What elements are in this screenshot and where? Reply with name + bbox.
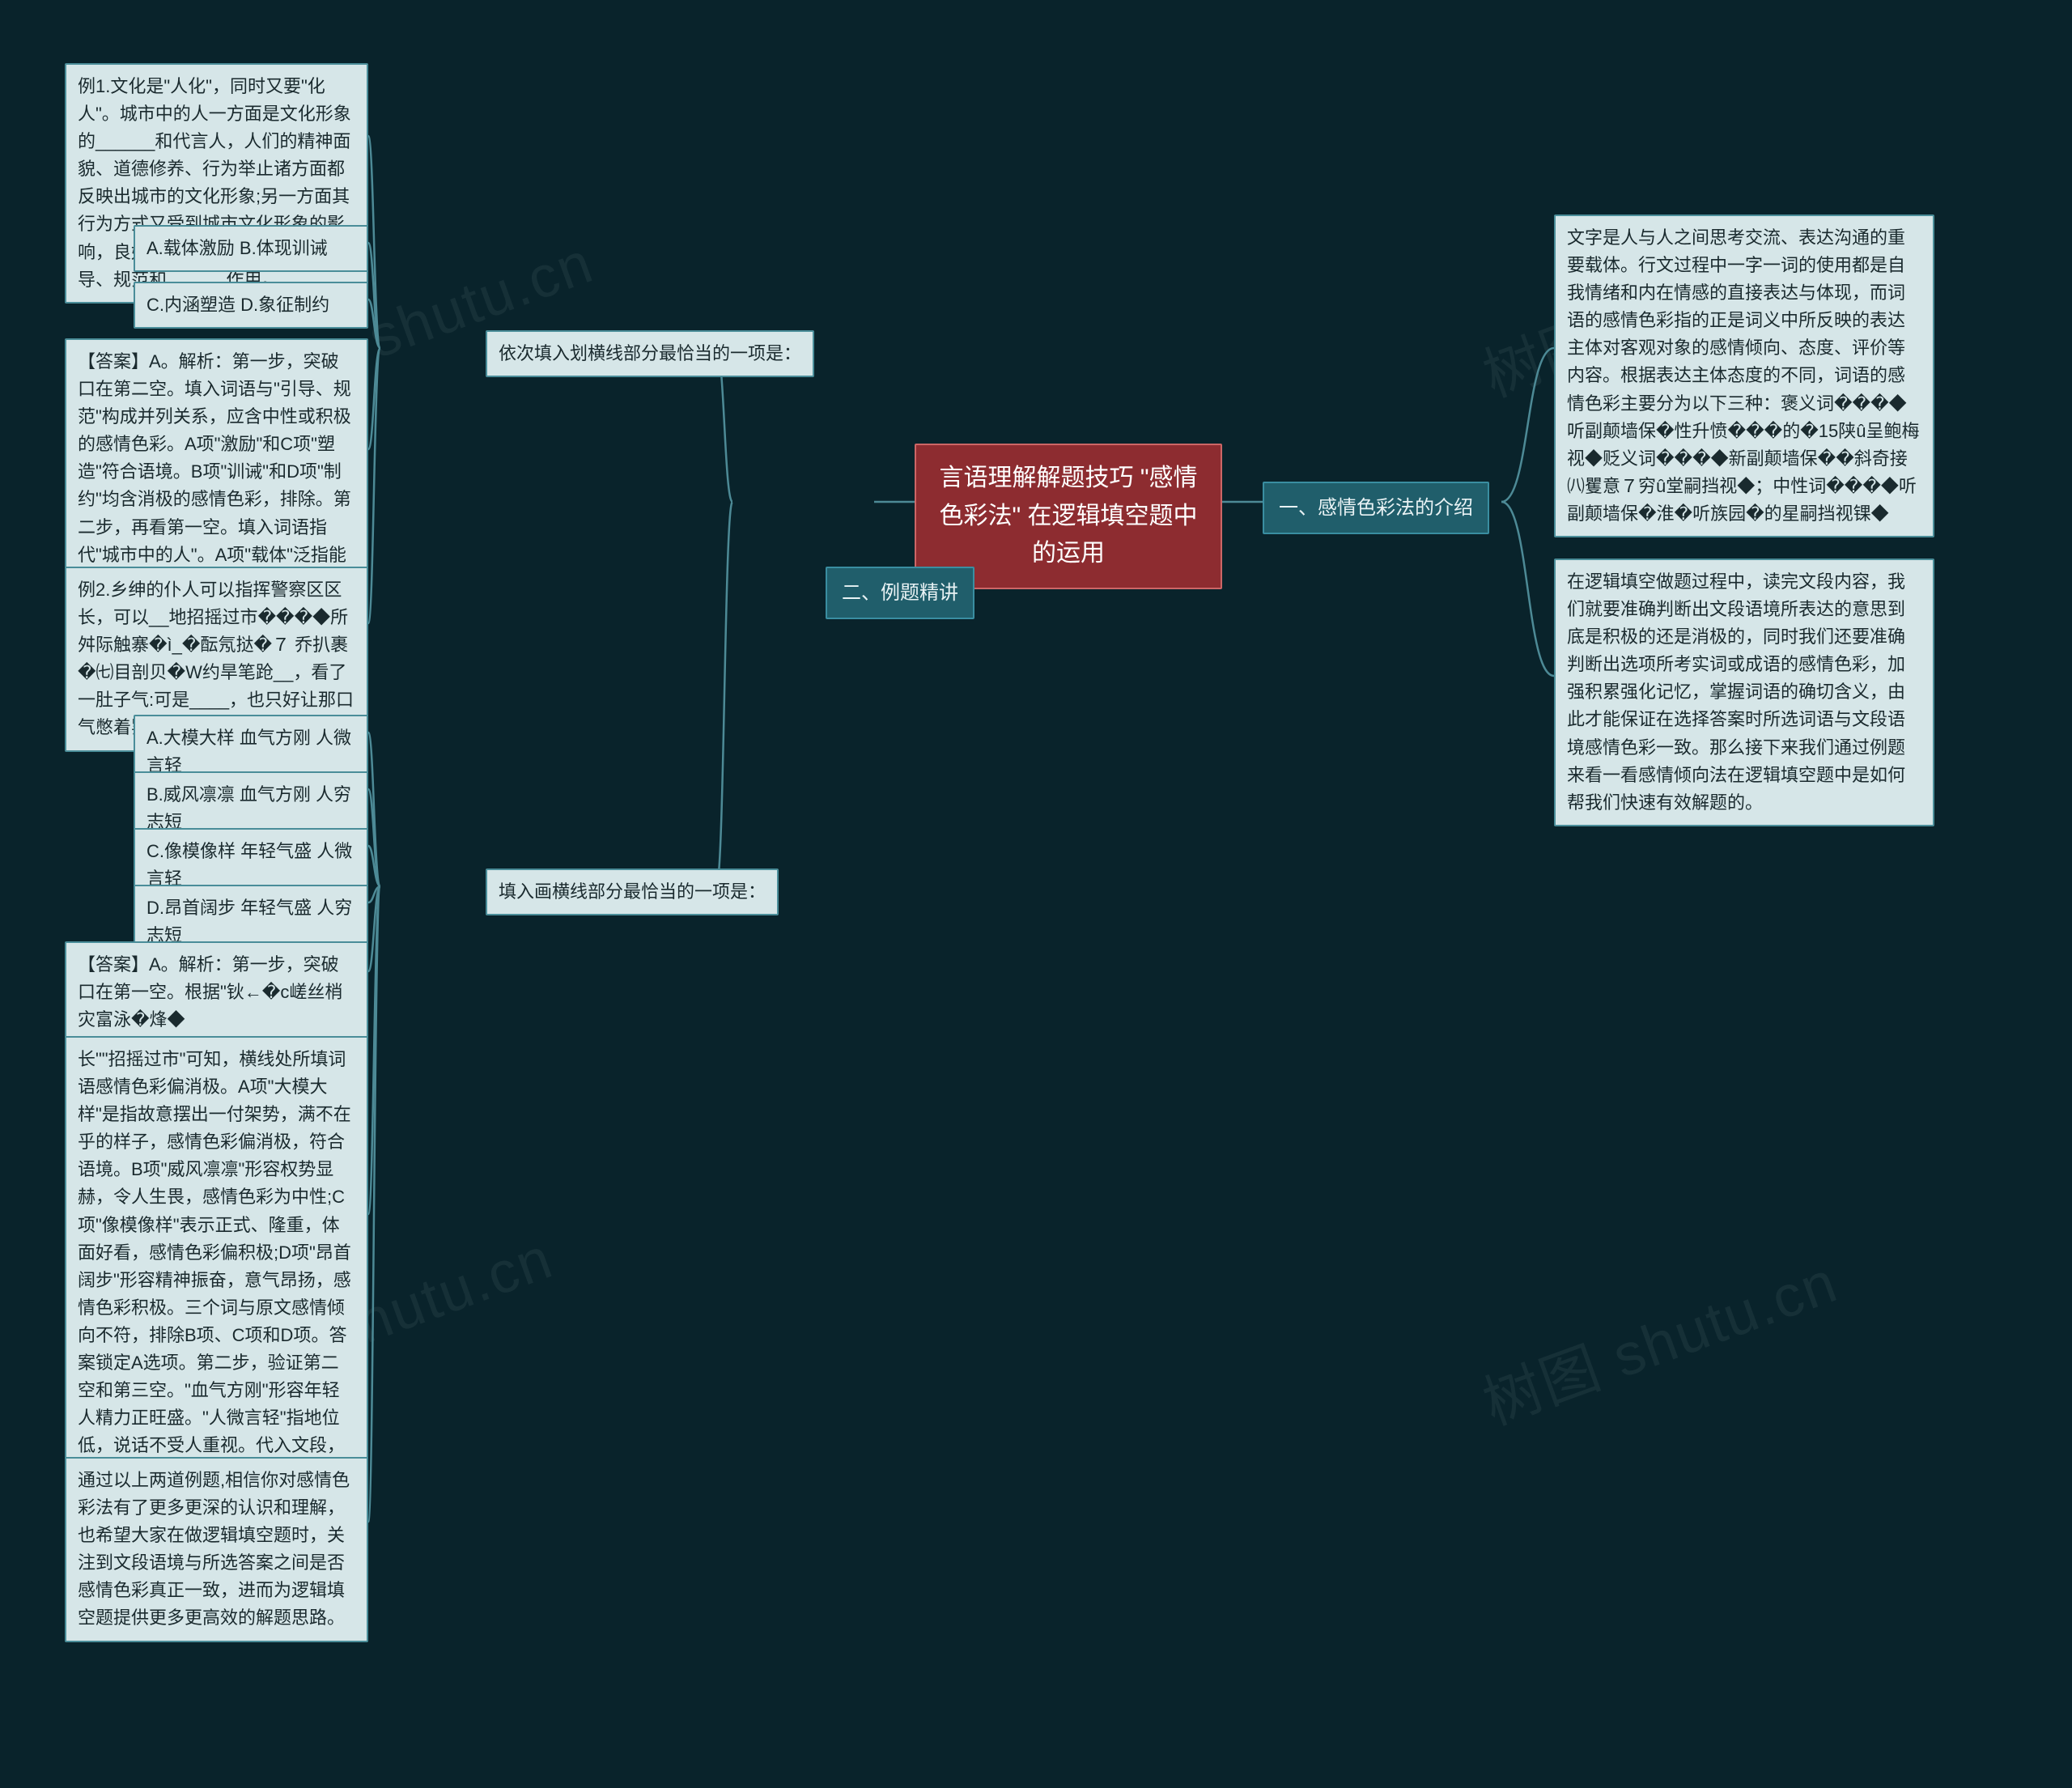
t: B.威风凛凛 血气方刚 人穷志短 <box>146 784 351 832</box>
t: C.内涵塑造 D.象征制约 <box>146 295 329 315</box>
sub2: 填入画横线部分最恰当的一项是： <box>486 869 779 915</box>
s1-optAB: A.载体激励 B.体现训诫 <box>134 225 368 272</box>
root-text: 言语理解解题技巧 "感情色彩法" 在逻辑填空题中的运用 <box>940 465 1198 567</box>
sub1: 依次填入划横线部分最恰当的一项是： <box>486 330 814 377</box>
t: 【答案】A。解析：第一步，突破口在第一空。根据"钬←�с嵯丝梢灾富泳�烽◆ <box>78 954 342 1030</box>
t: 长""招摇过市"可知，横线处所填词语感情色彩偏消极。A项"大模大样"是指故意摆出… <box>78 1049 351 1483</box>
s1-optCD: C.内涵塑造 D.象征制约 <box>134 282 368 329</box>
branch-right-label: 一、感情色彩法的介绍 <box>1279 497 1473 519</box>
t: 文字是人与人之间思考交流、表达沟通的重要载体。行文过程中一字一词的使用都是自我情… <box>1567 227 1920 524</box>
sub1-label: 依次填入划横线部分最恰当的一项是： <box>499 343 801 363</box>
s2-concl: 通过以上两道例题,相信你对感情色彩法有了更多更深的认识和理解，也希望大家在做逻辑… <box>65 1457 368 1642</box>
t: 通过以上两道例题,相信你对感情色彩法有了更多更深的认识和理解，也希望大家在做逻辑… <box>78 1470 350 1628</box>
branch-left: 二、例题精讲 <box>826 567 974 619</box>
t: A.载体激励 B.体现训诫 <box>146 238 328 258</box>
r-leaf-2: 在逻辑填空做题过程中，读完文段内容，我们就要准确判断出文段语境所表达的意思到底是… <box>1554 558 1934 826</box>
branch-left-label: 二、例题精讲 <box>842 582 958 604</box>
r-leaf-1: 文字是人与人之间思考交流、表达沟通的重要载体。行文过程中一字一词的使用都是自我情… <box>1554 214 1934 537</box>
t: D.昂首阔步 年轻气盛 人穷志短 <box>146 898 352 945</box>
t: A.大模大样 血气方刚 人微言轻 <box>146 728 351 775</box>
s2-ans-h: 【答案】A。解析：第一步，突破口在第一空。根据"钬←�с嵯丝梢灾富泳�烽◆ <box>65 941 368 1043</box>
sub2-label: 填入画横线部分最恰当的一项是： <box>499 881 766 902</box>
s2-ans-b: 长""招摇过市"可知，横线处所填词语感情色彩偏消极。A项"大模大样"是指故意摆出… <box>65 1036 368 1497</box>
branch-right: 一、感情色彩法的介绍 <box>1263 482 1489 534</box>
t: 在逻辑填空做题过程中，读完文段内容，我们就要准确判断出文段语境所表达的意思到底是… <box>1567 571 1905 813</box>
t: C.像模像样 年轻气盛 人微言轻 <box>146 841 352 889</box>
